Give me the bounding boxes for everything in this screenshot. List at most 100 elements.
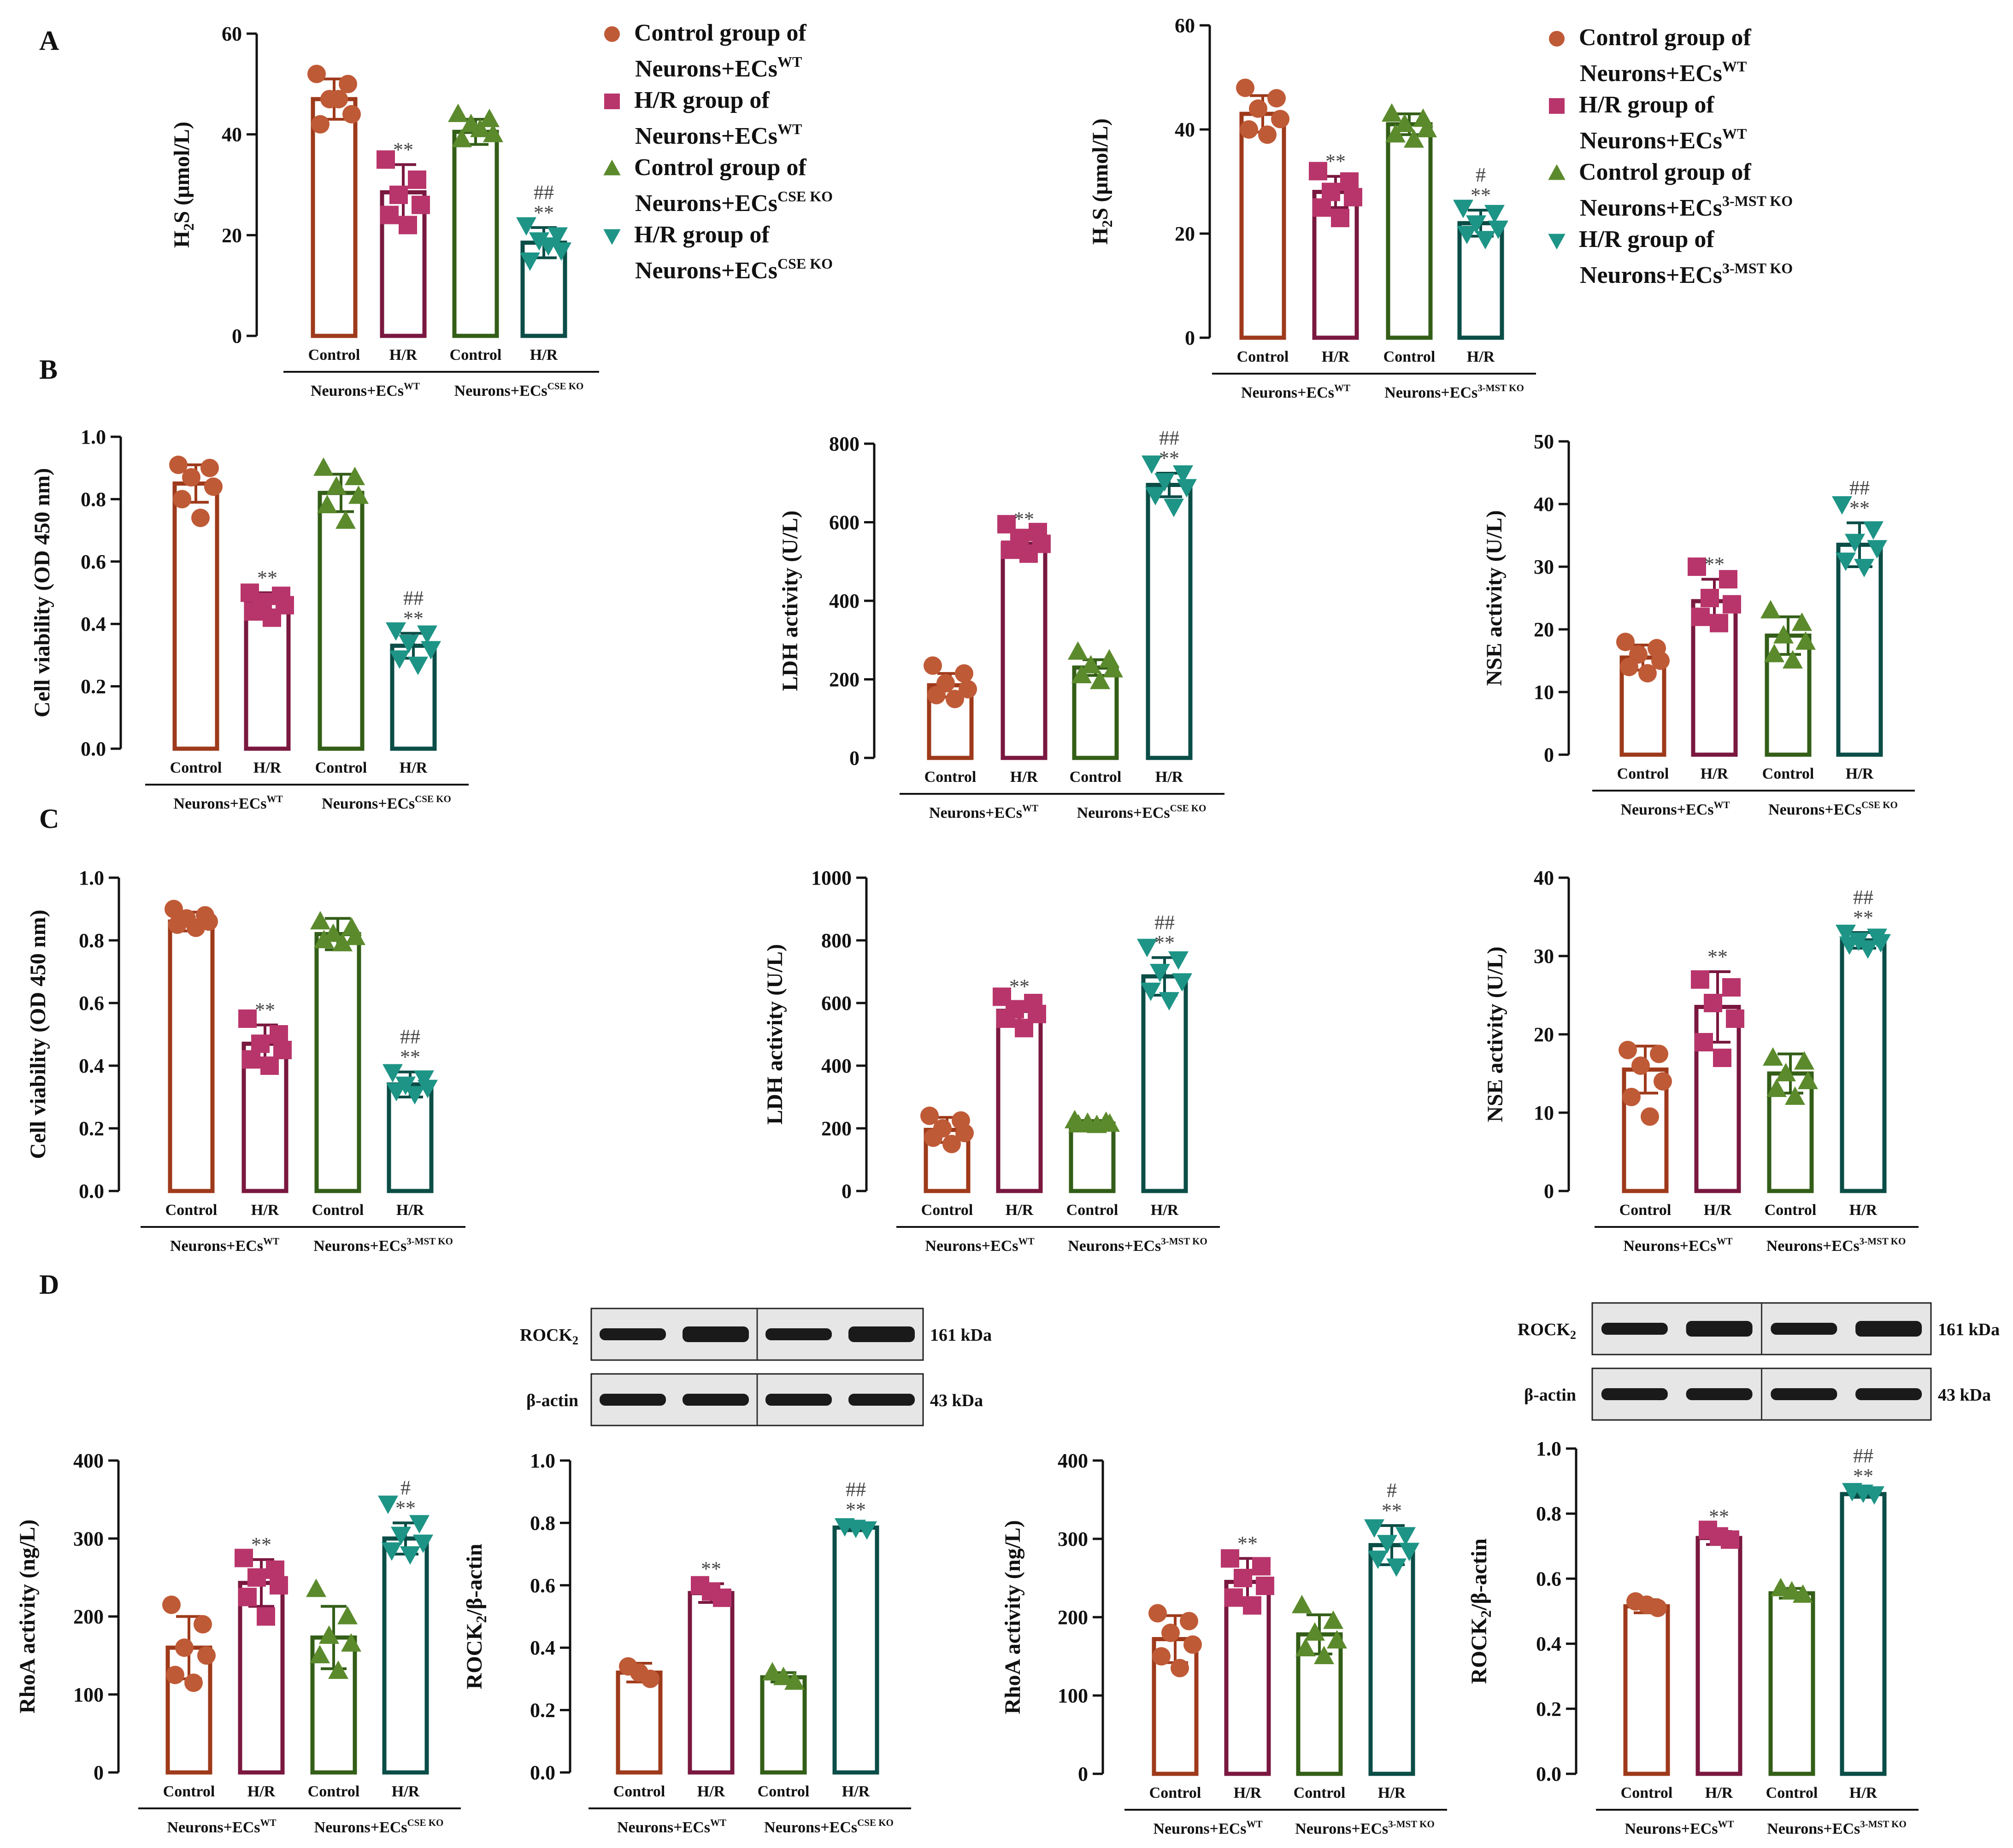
significance-mark: ## xyxy=(1849,476,1870,499)
data-point xyxy=(263,608,281,627)
chart-C3: 0 10 20 30 40 NSE activity (U/L) Control ** H/R C… xyxy=(1483,867,1919,1255)
group-label: Neurons+ECsWT xyxy=(617,1817,726,1836)
group-label: Neurons+ECsWT xyxy=(1241,382,1350,401)
chart-D4: 0.0 0.2 0.4 0.6 0.8 1.0 ROCK2/β-actin Control **… xyxy=(1467,1437,1919,1837)
panel-label-C: C xyxy=(39,804,59,834)
y-tick-label: 0.4 xyxy=(1536,1633,1561,1655)
data-point xyxy=(1295,1638,1316,1656)
data-point xyxy=(337,1606,358,1625)
x-tick-label: H/R xyxy=(1467,348,1495,365)
y-tick-label: 400 xyxy=(73,1449,104,1472)
data-point xyxy=(341,1633,361,1652)
x-tick-label: Control xyxy=(1237,348,1289,365)
data-point xyxy=(1783,650,1803,669)
y-tick-label: 1.0 xyxy=(1536,1437,1561,1460)
data-point xyxy=(1090,670,1110,689)
x-tick-label: Control xyxy=(1383,348,1436,365)
x-tick-label: H/R xyxy=(1234,1784,1262,1801)
x-tick-label: H/R xyxy=(842,1783,870,1800)
legend-marker xyxy=(1549,31,1565,47)
panel-label-B: B xyxy=(39,354,58,385)
y-axis-label: NSE activity (U/L) xyxy=(1482,510,1507,686)
data-point xyxy=(166,1666,184,1684)
data-point xyxy=(1688,557,1706,576)
bar-3 xyxy=(1069,1121,1116,1193)
data-point xyxy=(413,1534,433,1553)
data-point xyxy=(238,1588,257,1607)
x-tick-label: Control xyxy=(1765,1202,1817,1219)
group-label: Neurons+ECsWT xyxy=(167,1817,276,1836)
data-point xyxy=(1327,1630,1347,1649)
y-axis-label: ROCK2/β-actin xyxy=(1467,1538,1494,1684)
data-point xyxy=(380,205,399,224)
data-point xyxy=(1395,113,1415,132)
data-point xyxy=(1164,499,1184,517)
data-point xyxy=(1224,1588,1243,1607)
data-point xyxy=(1773,625,1794,644)
y-tick-label: 50 xyxy=(1534,430,1554,453)
data-point xyxy=(1845,534,1865,552)
data-point xyxy=(1267,89,1286,108)
significance-mark: ## xyxy=(1159,427,1179,449)
bar-4 xyxy=(387,1082,434,1193)
chart-C2: 0 200 400 600 800 1000 LDH activity (U/L) Contr… xyxy=(763,867,1220,1255)
x-tick-label: Control xyxy=(312,1202,364,1219)
data-point xyxy=(924,1128,942,1147)
y-tick-label: 0.8 xyxy=(530,1512,555,1534)
x-tick-label: Control xyxy=(1066,1202,1118,1219)
legend-line2: Neurons+ECsWT xyxy=(635,53,802,82)
bar-2 xyxy=(688,1591,735,1775)
y-tick-label: 0.0 xyxy=(81,738,106,760)
group-label: Neurons+ECs3-MST KO xyxy=(1767,1819,1907,1837)
y-tick-label: 10 xyxy=(1534,681,1554,704)
x-tick-label: Control xyxy=(758,1783,810,1800)
data-point xyxy=(641,1669,659,1688)
group-label: Neurons+ECs3-MST KO xyxy=(1068,1236,1207,1255)
data-point xyxy=(310,1645,330,1664)
data-point xyxy=(1148,1604,1167,1623)
data-point xyxy=(1651,651,1670,670)
panel-label-A: A xyxy=(39,25,59,56)
legend-line1: Control group of xyxy=(634,20,806,46)
data-point xyxy=(383,1064,403,1083)
data-point xyxy=(311,115,330,134)
data-point xyxy=(1137,939,1157,957)
y-tick-label: 0.6 xyxy=(81,551,106,573)
bar-4 xyxy=(382,1536,429,1775)
data-point xyxy=(1368,1550,1388,1569)
data-point xyxy=(1271,110,1289,129)
y-tick-label: 800 xyxy=(821,929,852,952)
group-label: Neurons+ECs3-MST KO xyxy=(313,1236,453,1255)
data-point xyxy=(242,1050,260,1069)
y-tick-label: 30 xyxy=(1534,945,1554,968)
data-point xyxy=(920,1106,939,1125)
x-tick-label: H/R xyxy=(251,1202,279,1219)
group-label: Neurons+ECsCSE KO xyxy=(314,1817,444,1836)
data-point xyxy=(516,217,536,236)
data-point xyxy=(1631,1056,1650,1075)
y-tick-label: 0.6 xyxy=(530,1574,555,1597)
bar-3 xyxy=(452,129,499,338)
data-point xyxy=(483,123,503,142)
y-tick-label: 400 xyxy=(821,1055,852,1077)
data-point xyxy=(175,1638,194,1657)
y-tick-label: 400 xyxy=(1058,1449,1088,1472)
data-point xyxy=(342,105,361,123)
data-point xyxy=(1839,936,1860,955)
blot-band xyxy=(848,1326,915,1342)
data-point xyxy=(857,1521,877,1540)
y-tick-label: 300 xyxy=(1058,1528,1088,1550)
bar-3 xyxy=(760,1675,807,1775)
legend-line2: Neurons+ECsCSE KO xyxy=(635,188,833,217)
blot-band xyxy=(1771,1323,1837,1335)
x-tick-label: H/R xyxy=(1849,1784,1878,1801)
data-point xyxy=(332,933,353,951)
legend-marker xyxy=(1548,164,1566,180)
chart-B2: 0 200 400 600 800 LDH activity (U/L) Control **… xyxy=(778,427,1224,821)
significance-mark: ## xyxy=(846,1478,866,1501)
bar-1 xyxy=(616,1670,663,1775)
data-point xyxy=(1764,644,1784,663)
data-point xyxy=(762,1662,783,1681)
data-point xyxy=(408,657,428,675)
